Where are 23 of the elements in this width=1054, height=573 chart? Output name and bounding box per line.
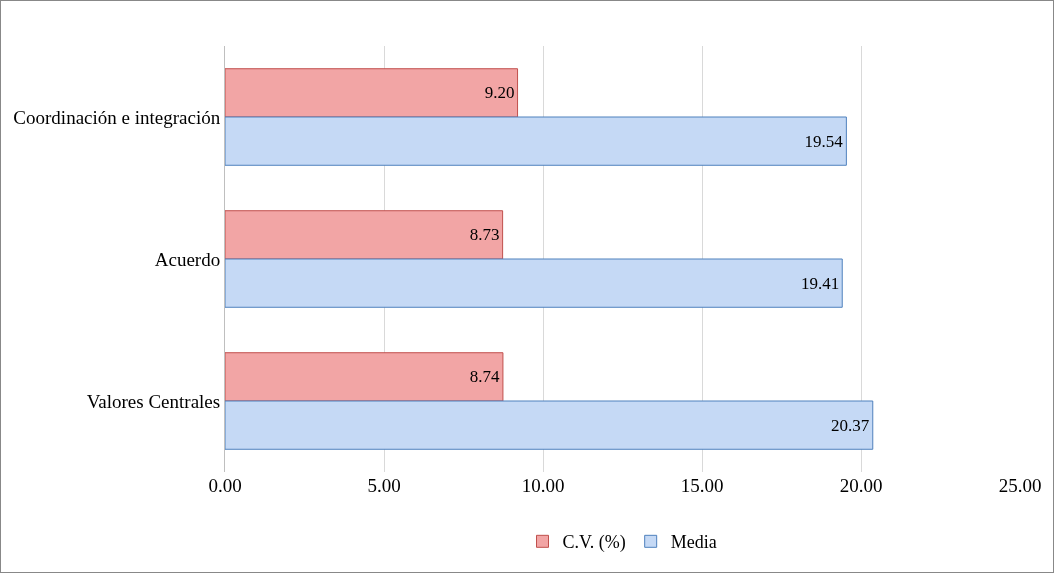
x-tick-label: 20.00 xyxy=(839,475,883,496)
bar xyxy=(225,400,874,450)
data-label: 20.37 xyxy=(831,415,870,435)
data-label: 8.73 xyxy=(469,225,500,245)
legend-label: C.V. (%) xyxy=(562,532,626,554)
x-tick-label: 25.00 xyxy=(998,475,1042,496)
data-label: 9.20 xyxy=(484,83,515,103)
data-label: 8.74 xyxy=(469,367,500,387)
bar xyxy=(225,352,504,402)
bar xyxy=(225,68,519,118)
x-tick-label: 0.00 xyxy=(208,475,242,496)
bar xyxy=(225,258,843,308)
y-tick-label: Coordinación e integración xyxy=(13,106,221,128)
bar xyxy=(225,116,847,166)
y-tick-label: Valores Centrales xyxy=(86,390,221,412)
bar xyxy=(225,210,504,260)
x-tick-label: 5.00 xyxy=(367,475,401,496)
x-tick-label: 15.00 xyxy=(680,475,724,496)
legend-label: Media xyxy=(670,532,717,553)
data-label: 19.41 xyxy=(800,273,840,293)
y-tick-label: Acuerdo xyxy=(154,248,221,270)
data-label: 19.54 xyxy=(804,131,844,151)
x-tick-label: 10.00 xyxy=(521,475,565,496)
